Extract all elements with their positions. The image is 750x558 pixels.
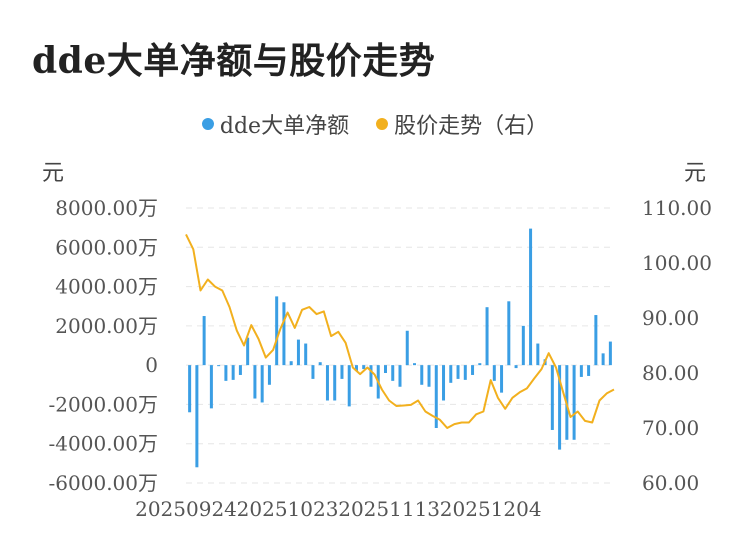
dde-bar [601,353,605,366]
dde-bar [267,365,271,385]
legend-dot-dde [201,118,214,130]
dde-bar [282,302,286,366]
dde-bar [325,365,329,401]
x-tick-label: 20251023 [237,497,339,521]
legend-item-dde[interactable]: dde大单净额 [201,108,350,140]
dde-bar [260,365,264,403]
right-tick-label: 90.00 [642,306,699,330]
dde-bar [529,228,533,366]
x-tick-label: 20250924 [135,497,237,521]
dde-bar [188,365,192,413]
dde-bar [536,343,540,366]
legend-label-price: 股价走势（右） [394,114,549,139]
left-tick-label: 8000.00万 [55,196,158,220]
right-tick-label: 80.00 [642,361,699,385]
dde-bar [209,365,213,409]
dde-bar [238,365,242,375]
left-tick-label: -6000.00万 [49,471,158,495]
dde-bar [405,330,409,366]
dde-bar [231,365,235,380]
dde-bar [500,365,504,393]
dde-bar [347,365,351,407]
left-tick-label: -4000.00万 [49,432,158,456]
right-tick-label: 110.00 [642,196,712,220]
dde-bar [471,365,475,375]
dde-bar [398,365,402,387]
right-axis-unit: 元 [684,161,707,186]
left-tick-label: 4000.00万 [55,275,158,299]
left-tick-label: -2000.00万 [49,392,158,416]
dde-bar [463,365,467,380]
dde-bar [521,325,525,366]
x-tick-label: 20251113 [338,497,440,521]
dde-bar [492,365,496,381]
dde-bar [558,365,562,450]
dde-bar [195,365,199,468]
dde-bar [413,363,417,366]
dde-bar [253,365,257,399]
dde-bar [391,365,395,381]
dde-bar [456,365,460,379]
left-tick-label: 6000.00万 [55,235,158,259]
dde-bar [304,343,308,366]
legend-label-dde: dde大单净额 [219,114,350,139]
dde-bar [507,301,511,366]
legend: dde大单净额 股价走势（右） [0,108,750,140]
right-tick-label: 60.00 [642,471,699,495]
dde-bar [572,365,576,440]
dde-bar [383,365,387,373]
dde-bar [311,365,315,379]
dde-bar [587,365,591,376]
dde-bar [362,365,366,370]
right-tick-label: 100.00 [642,251,712,275]
dde-bar [246,337,250,366]
dde-bar [608,341,612,366]
left-tick-label: 2000.00万 [55,314,158,338]
dde-bar [550,365,554,430]
dde-bar [318,362,322,366]
dde-bar [296,339,300,366]
legend-item-price[interactable]: 股价走势（右） [376,108,548,140]
dde-bar [369,365,373,387]
dde-bar [289,361,293,366]
dde-bar [478,363,482,366]
dde-bar [485,307,489,366]
dde-bar [333,365,337,401]
dde-bar [217,365,221,367]
dde-bar [224,365,228,381]
dde-bar [427,365,431,387]
legend-dot-price [376,118,389,130]
dde-bar [579,365,583,377]
price-line [185,233,615,429]
dde-bar [202,316,206,366]
dde-bar [275,296,279,366]
dde-bar [340,365,344,379]
left-tick-label: 0 [145,353,158,377]
chart-title: dde大单净额与股价走势 [32,40,436,82]
right-tick-label: 70.00 [642,416,699,440]
dde-bar [514,365,518,369]
dde-bar [354,365,358,372]
x-tick-label: 20251204 [440,497,542,521]
dde-bar [449,365,453,383]
dde-bar [434,365,438,428]
dde-bar [594,315,598,366]
left-axis-unit: 元 [42,161,65,186]
dde-bar [442,365,446,401]
dde-bar [420,365,424,385]
